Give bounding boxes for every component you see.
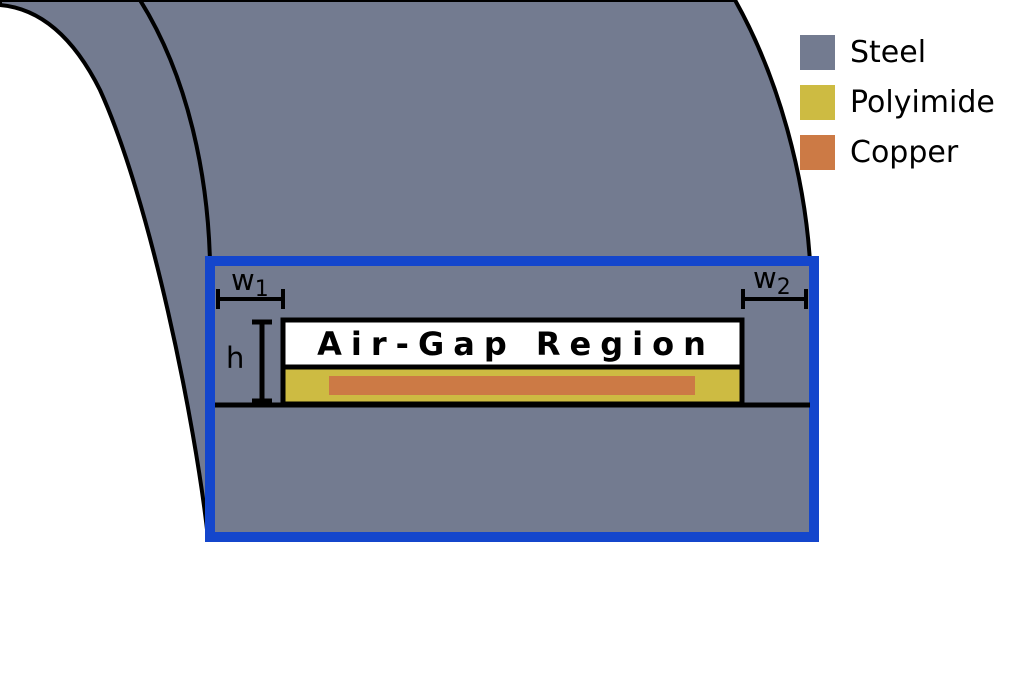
insert-outline [280,317,745,407]
dimension-w1: w1 [216,263,285,309]
legend-label-copper: Copper [850,135,959,170]
dimension-h: h [226,319,272,404]
h-label: h [226,341,244,375]
air-gap-region [283,320,742,367]
steel-main-body [137,0,813,264]
svg-text:w1: w1 [231,263,269,302]
w1-subscript: 1 [255,277,269,302]
copper-strip [329,376,695,395]
air-gap-label: Air-Gap Region [317,325,715,363]
w2-label: w [753,261,777,295]
dimension-w2: w2 [741,261,808,309]
w2-subscript: 2 [777,275,791,300]
legend-swatch-copper [800,135,835,170]
legend-swatch-polyimide [800,85,835,120]
svg-text:w2: w2 [753,261,791,300]
legend-label-steel: Steel [850,35,926,70]
w1-label: w [231,263,255,297]
legend: Steel Polyimide Copper [800,35,995,170]
legend-label-polyimide: Polyimide [850,85,995,120]
legend-swatch-steel [800,35,835,70]
